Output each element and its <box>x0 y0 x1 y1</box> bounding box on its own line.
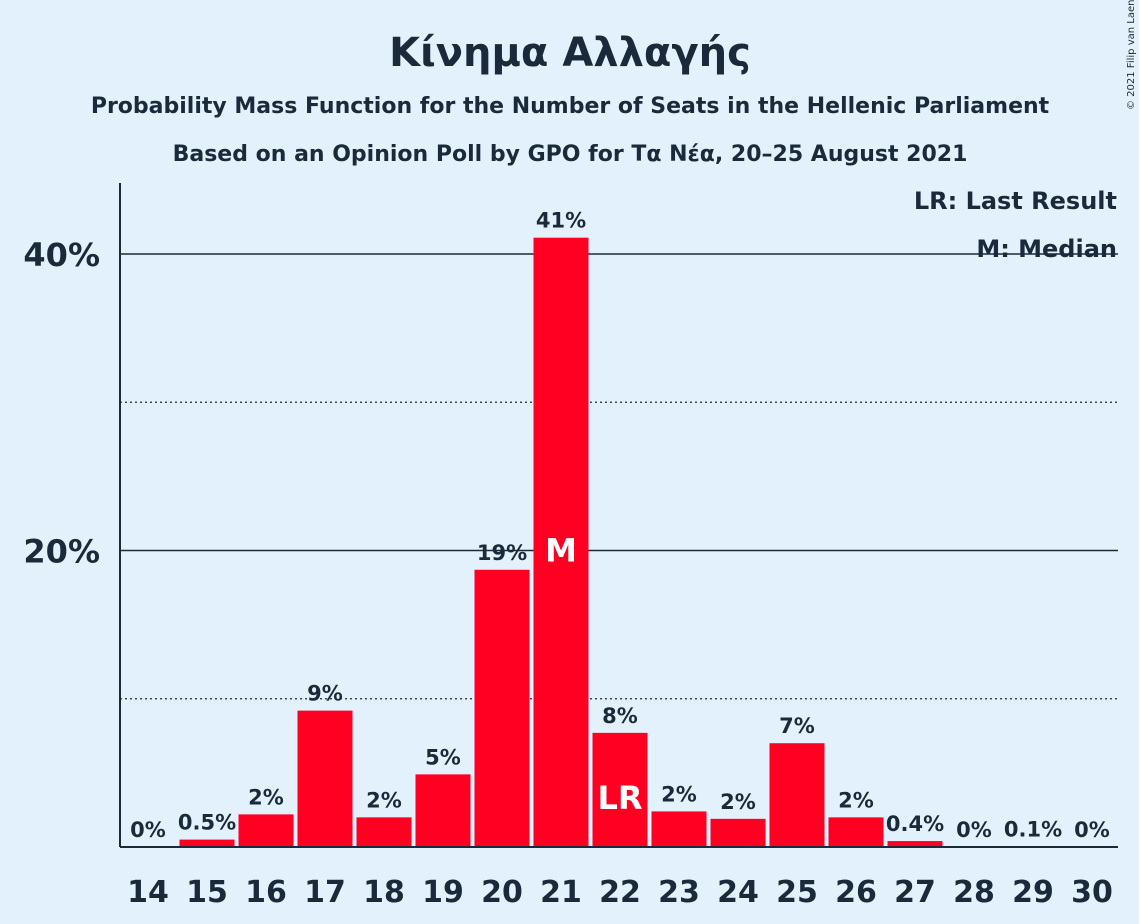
data-label-25: 7% <box>779 714 815 738</box>
data-label-19: 5% <box>425 745 461 769</box>
median-marker: M <box>545 532 577 570</box>
axes: 14 15 16 17 18 19 20 21 22 23 24 25 26 27 28 29 30 20% 40% <box>23 183 1118 910</box>
chart-subtitle: Probability Mass Function for the Number… <box>91 94 1050 119</box>
data-label-14: 0% <box>130 818 166 842</box>
x-tick-22: 22 <box>599 875 641 910</box>
bars <box>179 237 1061 847</box>
y-tick-20: 20% <box>23 533 100 571</box>
x-tick-15: 15 <box>186 875 228 910</box>
x-tick-16: 16 <box>245 875 287 910</box>
bar-15 <box>179 839 235 847</box>
bar-16 <box>238 814 294 847</box>
bar-27 <box>887 841 943 847</box>
data-label-20: 19% <box>477 541 527 565</box>
data-label-18: 2% <box>366 788 402 812</box>
data-label-22: 8% <box>602 704 638 728</box>
bar-25 <box>769 743 825 847</box>
data-label-21: 41% <box>536 209 586 233</box>
x-tick-26: 26 <box>835 875 877 910</box>
copyright-notice: © 2021 Filip van Laenen <box>1126 0 1137 110</box>
bar-26 <box>828 817 884 847</box>
data-label-26: 2% <box>838 788 874 812</box>
bar-20 <box>474 569 530 847</box>
x-tick-18: 18 <box>363 875 405 910</box>
data-label-17: 9% <box>307 682 343 706</box>
legend-entry-0: LR: Last Result <box>914 187 1117 215</box>
x-tick-30: 30 <box>1071 875 1113 910</box>
x-tick-28: 28 <box>953 875 995 910</box>
x-tick-23: 23 <box>658 875 700 910</box>
bar-22 <box>592 732 648 847</box>
y-tick-40: 40% <box>23 236 100 274</box>
x-tick-17: 17 <box>304 875 346 910</box>
bar-17 <box>297 710 353 847</box>
legend: LR: Last Result M: Median <box>914 187 1117 263</box>
x-tick-29: 29 <box>1012 875 1054 910</box>
chart-title: Κίνημα Αλλαγής <box>389 30 751 76</box>
data-label-27: 0.4% <box>886 812 944 836</box>
data-label-30: 0% <box>1074 818 1110 842</box>
bar-23 <box>651 811 707 847</box>
chart-subtitle-poll: Based on an Opinion Poll by GPO for Τα Ν… <box>173 142 968 167</box>
last-result-marker: LR <box>597 779 642 817</box>
data-label-15: 0.5% <box>178 811 236 835</box>
bar-21 <box>533 237 589 847</box>
data-label-28: 0% <box>956 818 992 842</box>
bar-24 <box>710 818 766 847</box>
data-label-29: 0.1% <box>1004 817 1062 841</box>
x-tick-21: 21 <box>540 875 582 910</box>
x-tick-14: 14 <box>127 875 169 910</box>
x-tick-24: 24 <box>717 875 759 910</box>
data-label-16: 2% <box>248 785 284 809</box>
data-label-24: 2% <box>720 790 756 814</box>
x-tick-20: 20 <box>481 875 523 910</box>
data-labels: 0% 0.5% 2% 9% 2% 5% 19% 41% M 8% LR 2% 2% 7% 2% 0.4% 0% 0… <box>130 209 1110 842</box>
gridlines <box>120 253 1118 700</box>
data-label-23: 2% <box>661 782 697 806</box>
x-tick-25: 25 <box>776 875 818 910</box>
bar-19 <box>415 774 471 847</box>
x-tick-19: 19 <box>422 875 464 910</box>
legend-entry-1: M: Median <box>976 235 1117 263</box>
x-tick-27: 27 <box>894 875 936 910</box>
bar-18 <box>356 817 412 847</box>
